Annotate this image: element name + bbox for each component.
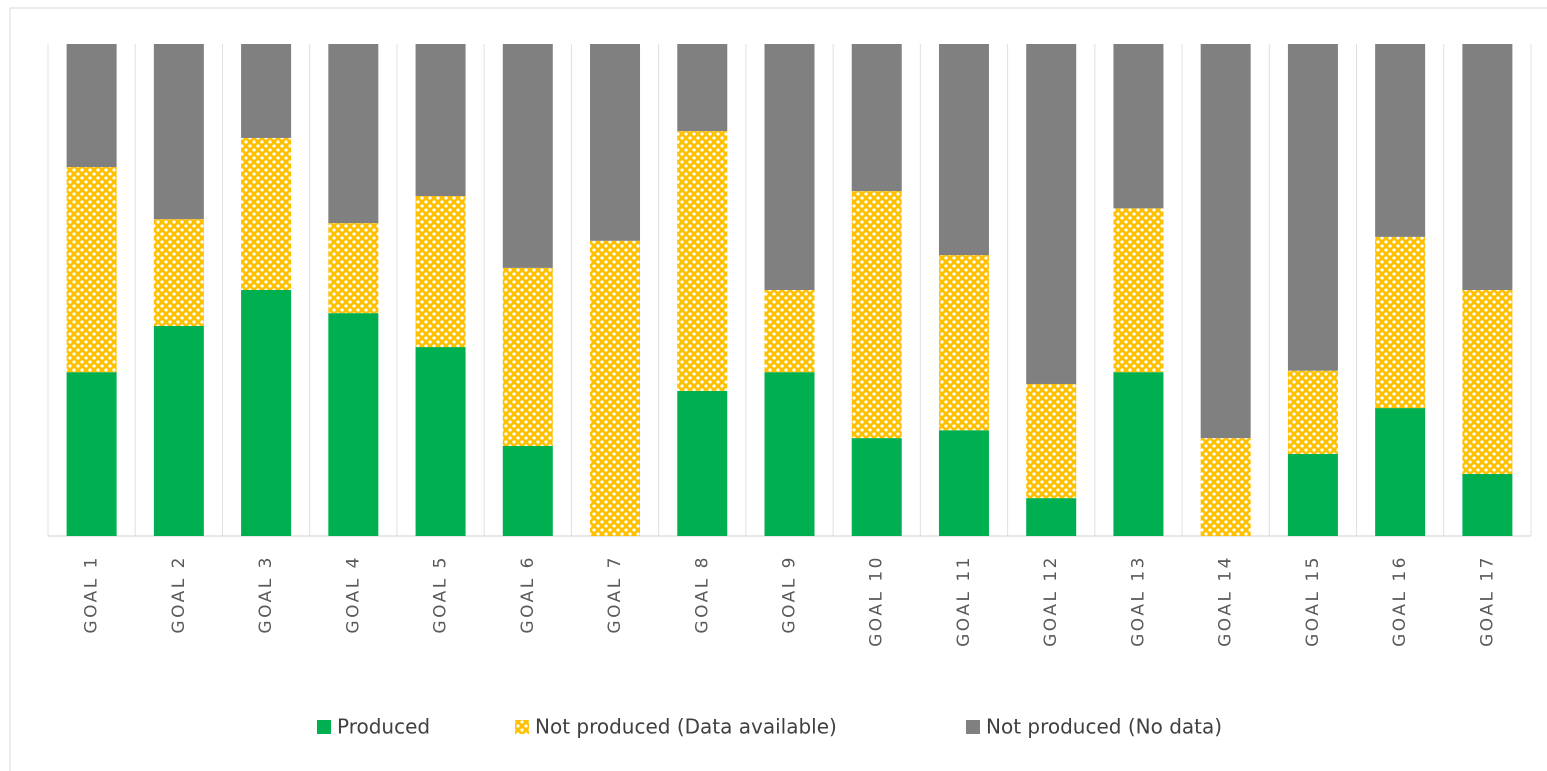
x-tick-label: GOAL 12 [1041,555,1061,647]
x-tick-label: GOAL 6 [518,555,538,634]
x-tick-label: GOAL 10 [867,555,887,647]
x-tick-label: GOAL 1 [82,555,102,634]
chart-border [9,7,1547,771]
bar-segment [241,290,292,536]
bar-segment [677,131,728,391]
bar-segment [1026,44,1077,384]
bar-segment [328,313,379,536]
bar-segment [1026,498,1077,536]
bar-segment [502,44,553,268]
legend-swatch [317,720,331,734]
bar-segment [938,255,989,431]
legend-swatch [966,720,980,734]
x-tick-label: GOAL 9 [780,555,800,634]
bar-segment [1462,474,1513,536]
bar-segment [1287,453,1338,536]
bar-segment [502,445,553,536]
x-tick-label: GOAL 2 [169,555,189,634]
bar-segment [1026,383,1077,499]
x-tick-label: GOAL 8 [692,555,712,634]
bar-segment [153,325,204,536]
legend-label: Produced [337,715,430,739]
bar-segment [241,44,292,138]
legend-swatch [515,720,529,734]
bar-segment [1462,290,1513,475]
bar-segment [328,44,379,224]
legend-label: Not produced (No data) [986,715,1222,739]
bar-segment [415,347,466,536]
bar-segment [502,267,553,446]
bar-segment [1113,44,1164,209]
x-tick-label: GOAL 16 [1390,555,1410,647]
x-tick-label: GOAL 4 [343,555,363,634]
bar-segment [1375,236,1426,409]
bar-segment [1200,44,1251,439]
bar-segment [851,438,902,536]
bar-segment [1375,44,1426,237]
bar-segment [241,137,292,290]
bar-segment [66,167,117,373]
bar-segment [677,44,728,132]
bar-segment [328,223,379,314]
x-tick-label: GOAL 14 [1216,555,1236,647]
bar-segment [415,44,466,197]
bar-segment [851,44,902,192]
x-tick-label: GOAL 7 [605,555,625,634]
legend-label: Not produced (Data available) [535,715,837,739]
x-tick-label: GOAL 3 [256,555,276,634]
bar-segment [851,191,902,439]
x-tick-label: GOAL 17 [1477,555,1497,647]
bar-segment [153,219,204,326]
bar-segment [764,290,815,373]
bar-segment [1287,370,1338,454]
bar-segment [1462,44,1513,290]
bar-segment [938,44,989,256]
x-tick-label: GOAL 13 [1128,555,1148,647]
bar-segment [764,372,815,536]
bar-segment [1113,208,1164,373]
bar-segment [938,430,989,536]
bar-segment [1375,408,1426,536]
x-tick-label: GOAL 5 [431,555,451,634]
bar-segment [1113,372,1164,536]
bar-segment [1200,438,1251,536]
bar-segment [153,44,204,220]
bar-segment [590,44,641,241]
x-tick-label: GOAL 11 [954,555,974,647]
bar-segment [66,44,117,167]
bar-segment [764,44,815,290]
bar-segment [590,240,641,537]
bar-segment [1287,44,1338,371]
bar-segment [677,390,728,536]
x-tick-label: GOAL 15 [1303,555,1323,647]
bar-segment [66,372,117,536]
bar-segment [415,196,466,348]
